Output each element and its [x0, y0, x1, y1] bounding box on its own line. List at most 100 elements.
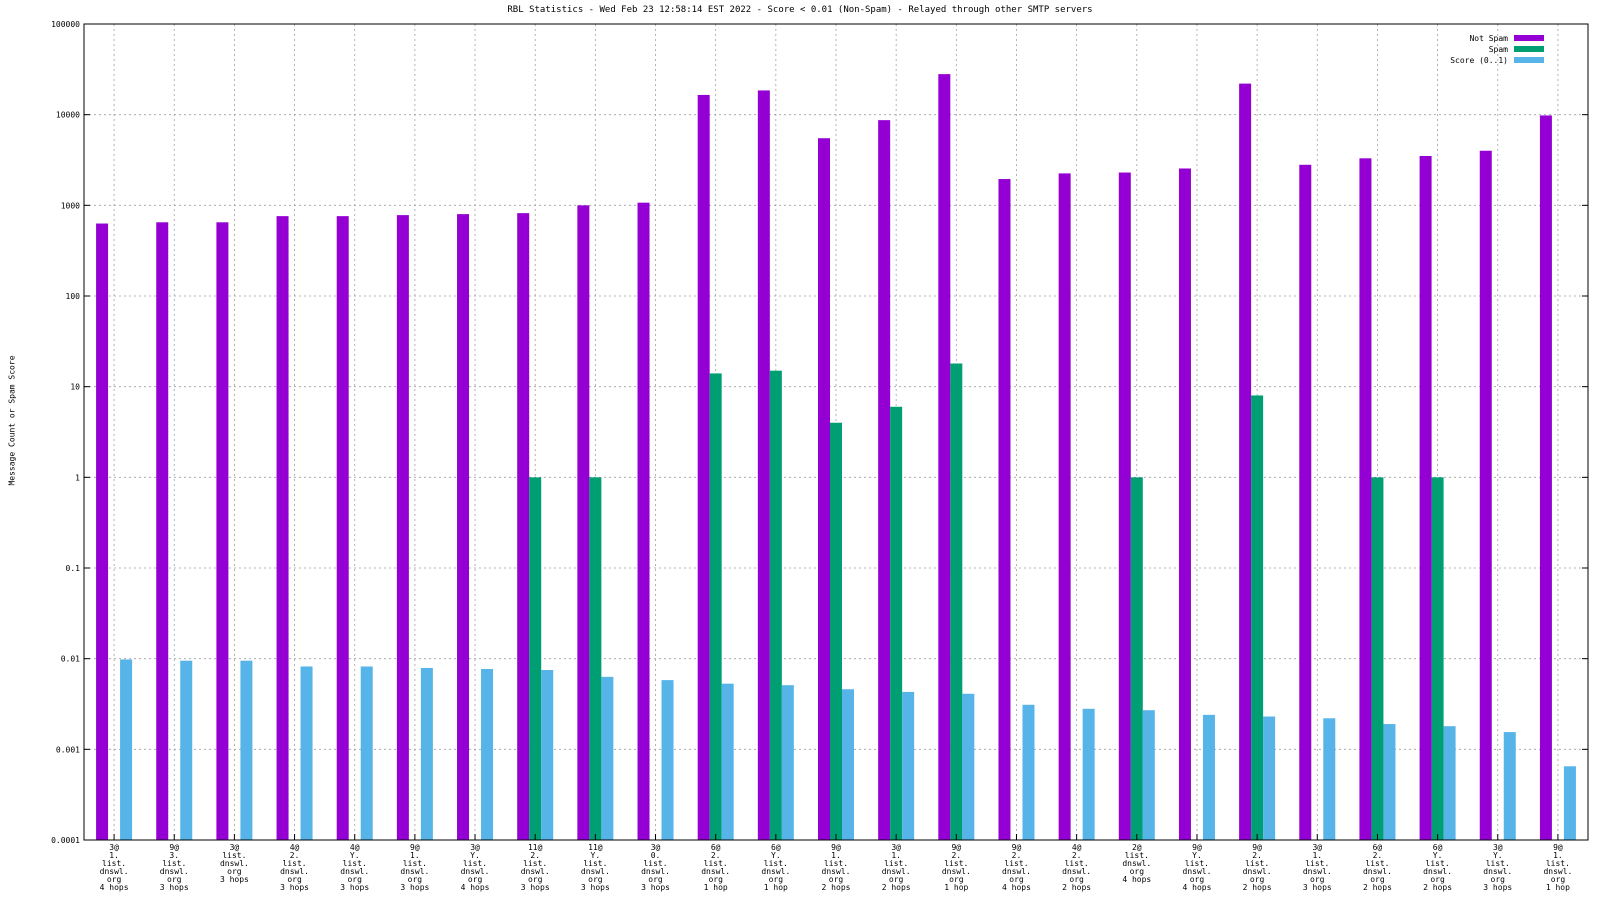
bar-not-spam	[156, 222, 169, 841]
x-tick-label-line: dnswl.	[1303, 867, 1332, 876]
bar-score-0-1	[1503, 732, 1516, 840]
x-tick-label-line: list.	[403, 859, 427, 868]
x-tick-label-line: dnswl.	[641, 867, 670, 876]
x-tick-label-line: 2 hops	[1423, 883, 1452, 892]
x-tick-label-line: org	[769, 875, 784, 884]
x-tick-label-line: 2 hops	[1363, 883, 1392, 892]
x-tick-label-line: dnswl.	[461, 867, 490, 876]
x-tick-label: 3@ 1. list. dnswl. org 3 hops	[1303, 843, 1332, 892]
bar-not-spam	[96, 223, 109, 840]
legend-label: Not Spam	[1469, 34, 1508, 43]
x-tick-label-line: 9@	[831, 843, 841, 852]
x-tick-label-line: list.	[1004, 859, 1028, 868]
x-tick-label-line: list.	[1305, 859, 1329, 868]
bar-not-spam	[878, 120, 891, 840]
legend-label: Spam	[1489, 45, 1508, 54]
x-tick-label-line: 4 hops	[1002, 883, 1031, 892]
x-tick-label: 3@ list. dnswl. org 3 hops	[220, 843, 249, 884]
x-tick-label-line: list.	[283, 859, 307, 868]
x-tick-label-line: org	[408, 875, 423, 884]
x-tick-label-line: list.	[463, 859, 487, 868]
chart-title: RBL Statistics - Wed Feb 23 12:58:14 EST…	[507, 5, 1093, 15]
x-tick-label-line: 3 hops	[340, 883, 369, 892]
bar-not-spam	[276, 216, 289, 840]
x-tick-label-line: 3.	[169, 851, 179, 860]
x-tick-label-line: 6@	[771, 843, 781, 852]
legend-swatch	[1514, 35, 1544, 41]
x-tick-label-line: Y.	[1192, 851, 1202, 860]
x-tick-label-line: 2.	[711, 851, 721, 860]
x-tick-label-line: dnswl.	[1483, 867, 1512, 876]
x-tick-label-line: list.	[944, 859, 968, 868]
x-tick-label-line: org	[1009, 875, 1024, 884]
x-tick-label-line: 3 hops	[220, 875, 249, 884]
x-tick-label-line: 1 hop	[704, 883, 728, 892]
bar-spam	[1251, 395, 1264, 840]
x-tick-label: 9@ 1. list. dnswl. org 3 hops	[400, 843, 429, 892]
x-tick-label-line: 2.	[1012, 851, 1022, 860]
bar-score-0-1	[1443, 726, 1456, 840]
bar-score-0-1	[120, 659, 133, 840]
bar-not-spam	[697, 94, 710, 840]
x-tick-label-line: list.	[1365, 859, 1389, 868]
x-tick-label: 2@ list. dnswl. org 4 hops	[1122, 843, 1151, 884]
bar-spam	[529, 477, 542, 840]
x-tick-label-line: 3 hops	[581, 883, 610, 892]
x-tick-label-line: org	[588, 875, 603, 884]
bar-spam	[709, 373, 722, 840]
x-tick-label-line: 1.	[831, 851, 841, 860]
x-tick-label-line: list.	[583, 859, 607, 868]
x-tick-label-line: org	[167, 875, 182, 884]
x-tick-label-line: org	[1491, 875, 1506, 884]
x-tick-label-line: 1 hop	[764, 883, 788, 892]
x-tick-label-line: dnswl.	[100, 867, 129, 876]
bar-score-0-1	[360, 666, 373, 840]
x-tick-label-line: org	[949, 875, 964, 884]
bar-not-spam	[637, 202, 650, 841]
x-tick-label-line: org	[829, 875, 844, 884]
bar-not-spam	[818, 138, 830, 840]
x-tick-label-line: dnswl.	[701, 867, 730, 876]
x-tick-label-line: Y.	[1433, 851, 1443, 860]
x-tick-label: 6@ Y. list. dnswl. org 2 hops	[1423, 843, 1452, 892]
bar-not-spam	[517, 213, 530, 841]
x-tick-label-line: dnswl.	[160, 867, 189, 876]
x-tick-label-line: 2.	[1252, 851, 1262, 860]
x-tick-label-line: 2.	[290, 851, 300, 860]
x-tick-label-line: 9@	[1192, 843, 1202, 852]
legend-label: Score (0..1)	[1450, 56, 1508, 65]
x-tick-label-line: 6@	[711, 843, 721, 852]
x-tick-label-line: 3@	[651, 843, 661, 852]
x-tick-label: 9@ 2. list. dnswl. org 4 hops	[1002, 843, 1031, 892]
legend-swatch	[1514, 57, 1544, 63]
x-tick-label-line: 6@	[1433, 843, 1443, 852]
x-tick-label: 9@ 2. list. dnswl. org 2 hops	[1243, 843, 1272, 892]
x-tick-label-line: list.	[1185, 859, 1209, 868]
x-tick-label-line: 11@	[588, 843, 603, 852]
bar-not-spam	[577, 205, 590, 841]
x-tick-label: 9@ 1. list. dnswl. org 2 hops	[822, 843, 851, 892]
y-tick-label: 10000	[56, 111, 80, 120]
bar-score-0-1	[180, 660, 193, 840]
x-tick-label-line: Y.	[591, 851, 601, 860]
x-tick-label-line: 3 hops	[1483, 883, 1512, 892]
y-tick-label: 0.001	[56, 745, 80, 754]
x-tick-label-line: dnswl.	[1183, 867, 1212, 876]
bar-spam	[1371, 477, 1384, 840]
x-tick-label: 9@ Y. list. dnswl. org 4 hops	[1183, 843, 1212, 892]
bar-score-0-1	[541, 669, 554, 840]
x-tick-label-line: 0.	[651, 851, 661, 860]
x-tick-label-line: 1 hop	[1546, 883, 1570, 892]
x-tick-label: 4@ Y. list. dnswl. org 3 hops	[340, 843, 369, 892]
x-tick-label-line: 3@	[1493, 843, 1503, 852]
x-tick-label-line: 9@	[1252, 843, 1262, 852]
x-tick-label: 3@ Y. list. dnswl. org 4 hops	[461, 843, 490, 892]
bar-spam	[890, 406, 903, 840]
y-tick-label: 0.01	[61, 655, 80, 664]
x-tick-label-line: dnswl.	[882, 867, 911, 876]
x-tick-label-line: org	[1130, 867, 1145, 876]
x-tick-label-line: org	[468, 875, 483, 884]
bar-score-0-1	[601, 676, 614, 840]
bar-not-spam	[1419, 156, 1432, 840]
